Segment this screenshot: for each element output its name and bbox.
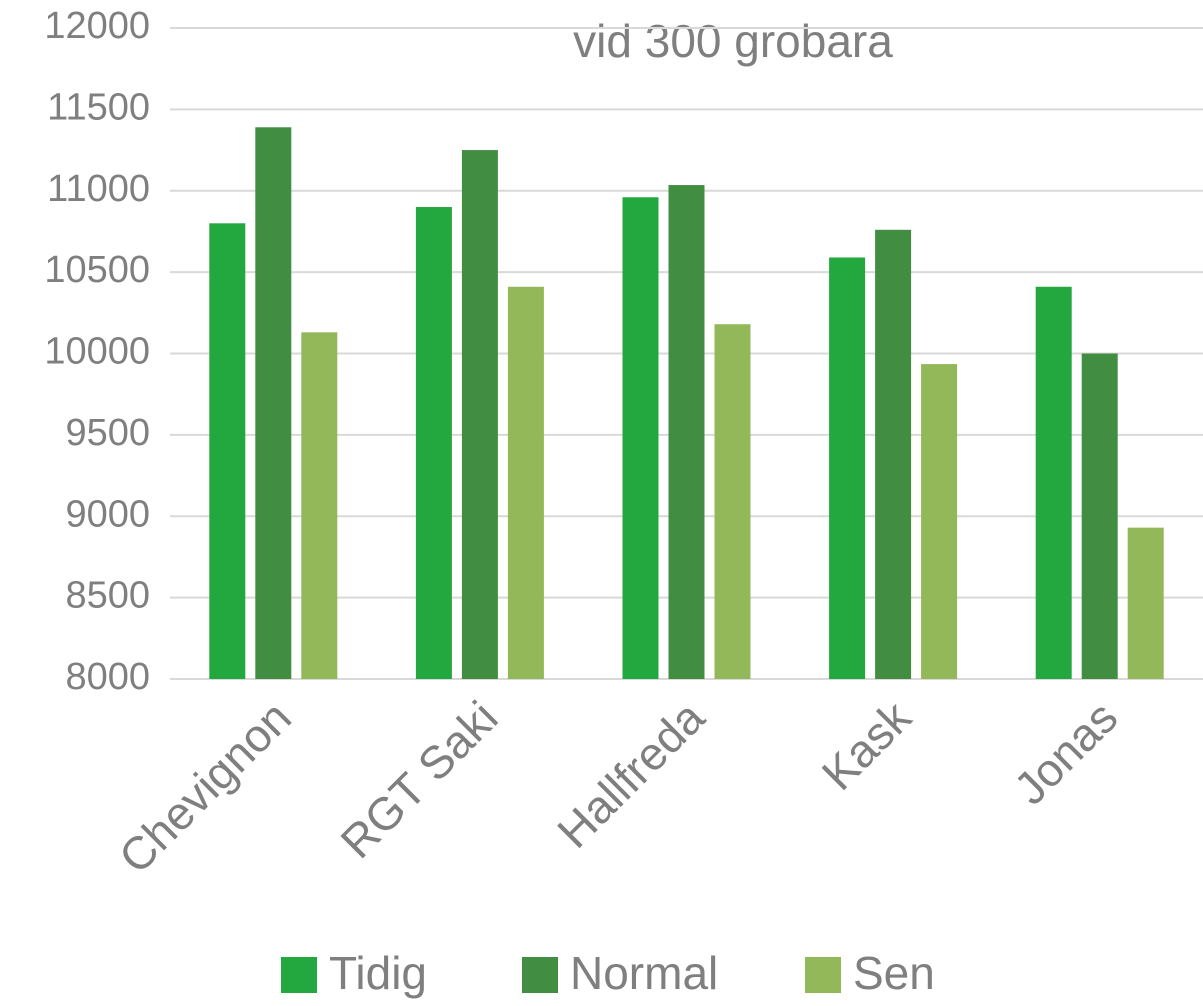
x-tick-label: Chevignon <box>109 691 301 883</box>
y-tick-label: 8500 <box>65 575 150 617</box>
legend-swatch <box>281 957 317 993</box>
legend-swatch <box>522 957 558 993</box>
bar <box>1035 286 1072 679</box>
y-tick-label: 10000 <box>44 331 150 373</box>
bar <box>461 150 498 679</box>
bar <box>875 229 912 679</box>
y-tick-label: 10500 <box>44 249 150 291</box>
legend-label: Tidig <box>329 947 427 999</box>
y-tick-label: 9500 <box>65 412 150 454</box>
bar <box>1127 527 1164 679</box>
bar <box>415 207 452 679</box>
x-tick-label: Jonas <box>1004 691 1128 815</box>
bar <box>829 257 866 679</box>
chart-title: vid 300 grobara <box>573 15 893 67</box>
x-tick-label: Hallfreda <box>547 691 714 858</box>
y-tick-label: 11000 <box>47 168 150 210</box>
bar <box>209 223 246 680</box>
y-tick-label: 9000 <box>65 493 150 535</box>
bar <box>668 185 705 679</box>
y-tick-label: 8000 <box>65 656 150 698</box>
bar <box>622 197 659 679</box>
legend-swatch <box>805 957 841 993</box>
legend-label: Sen <box>853 947 935 999</box>
bar <box>301 332 338 679</box>
bar <box>714 324 751 679</box>
bar <box>507 286 544 679</box>
x-tick-label: RGT Saki <box>330 691 507 868</box>
legend-label: Normal <box>570 947 718 999</box>
y-tick-label: 11500 <box>47 86 150 128</box>
bar <box>921 364 958 679</box>
bar <box>1081 353 1118 679</box>
x-tick-label: Kask <box>812 690 922 800</box>
bar <box>255 127 292 680</box>
y-tick-label: 12000 <box>44 5 150 47</box>
